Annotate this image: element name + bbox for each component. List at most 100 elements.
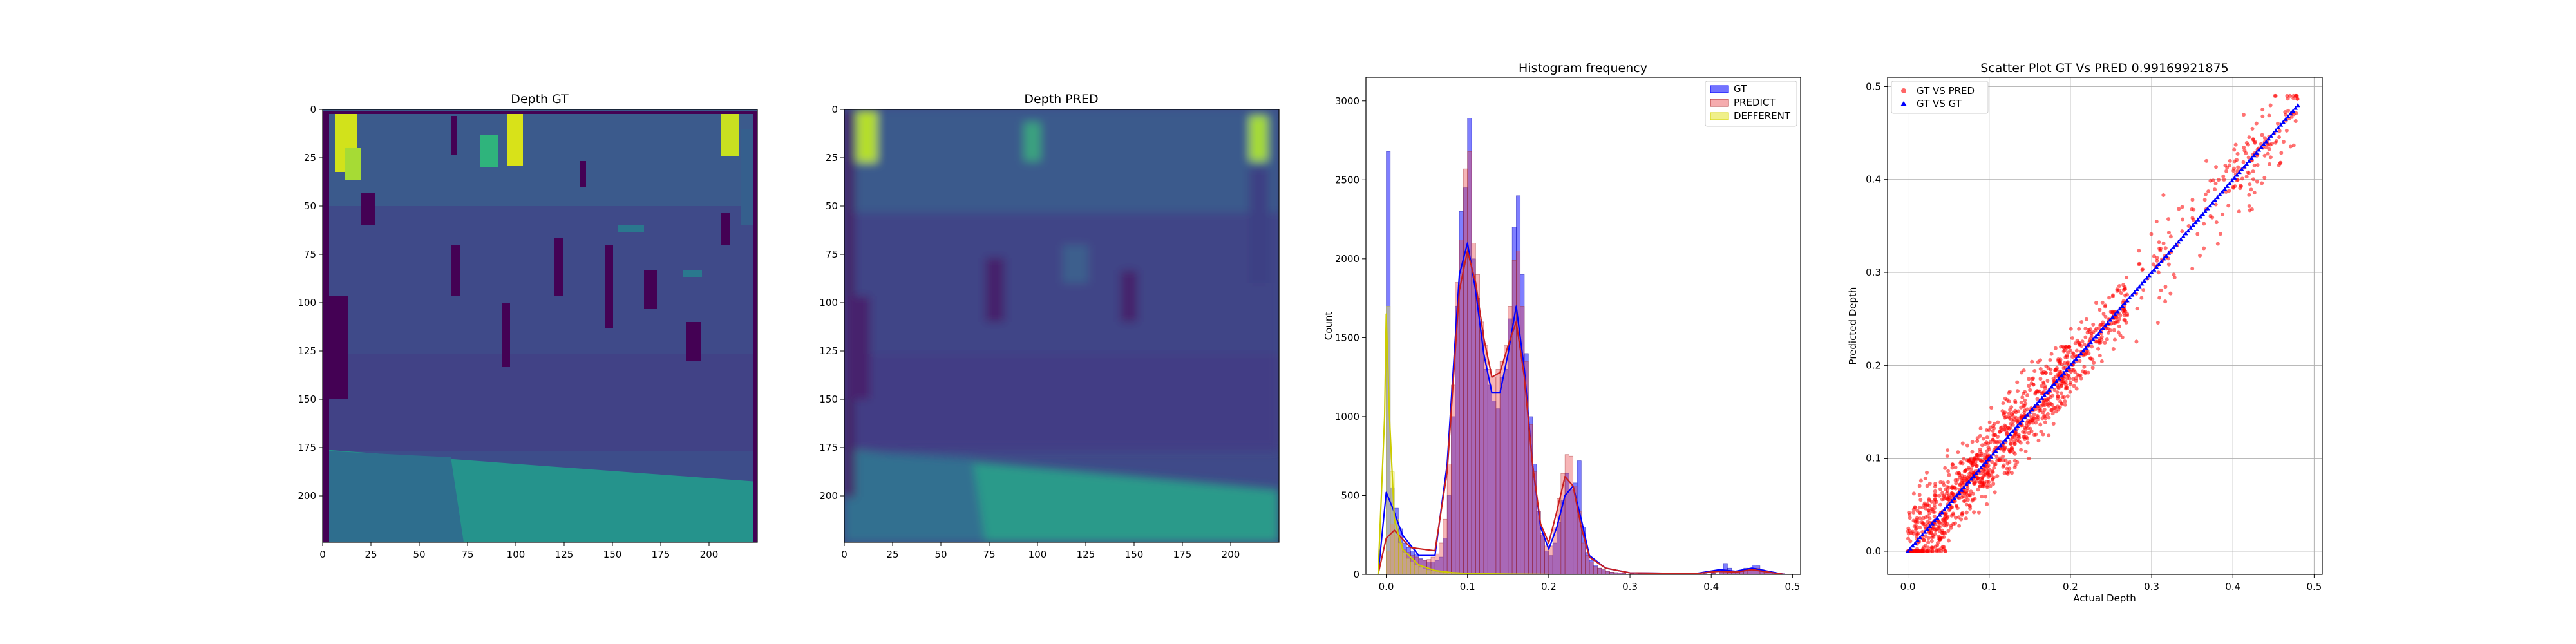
scatter-point-gt-vs-pred <box>2037 389 2041 393</box>
scatter-point-gt-vs-pred <box>2107 296 2112 300</box>
scatter-point-gt-vs-pred <box>2195 232 2200 236</box>
scatter-point-gt-vs-pred <box>2291 143 2296 147</box>
scatter-point-gt-vs-pred <box>1965 467 1969 471</box>
scatter-point-gt-vs-gt <box>2227 181 2232 185</box>
histogram-legend: GT PREDICT DEFFERENT <box>1705 80 1797 127</box>
scatter-point-gt-vs-pred <box>2112 337 2117 342</box>
scatter-point-gt-vs-gt <box>1929 521 1935 526</box>
scatter-point-gt-vs-pred <box>2190 198 2195 202</box>
scatter-point-gt-vs-pred <box>2123 309 2128 314</box>
scatter-point-gt-vs-gt <box>1927 524 1933 528</box>
scatter-point-gt-vs-pred <box>2137 249 2141 253</box>
scatter-ylabel: Predicted Depth <box>1847 287 1859 365</box>
scatter-point-gt-vs-pred <box>1946 448 1950 453</box>
scatter-point-gt-vs-gt <box>2244 161 2249 166</box>
scatter-point-gt-vs-pred <box>1937 547 1941 552</box>
scatter-point-gt-vs-pred <box>2214 165 2219 169</box>
scatter-point-gt-vs-pred <box>2028 426 2032 431</box>
scatter-point-gt-vs-pred <box>1981 437 1985 441</box>
scatter-point-gt-vs-pred <box>2235 178 2240 182</box>
scatter-point-gt-vs-gt <box>2269 133 2274 138</box>
scatter-panel: Scatter Plot GT Vs PRED 0.99169921875 0.… <box>1847 61 2323 604</box>
x-tick-label: 25 <box>886 549 898 560</box>
scatter-point-gt-vs-gt <box>1932 518 1937 523</box>
x-tick-label: 100 <box>1028 549 1047 560</box>
scatter-point-gt-vs-pred <box>2022 410 2027 415</box>
scatter-point-gt-vs-pred <box>1964 477 1969 481</box>
scatter-point-gt-vs-gt <box>2276 125 2281 129</box>
scatter-point-gt-vs-gt <box>2015 423 2020 428</box>
histogram-bar <box>1414 564 1419 574</box>
scatter-point-gt-vs-pred <box>2040 403 2044 408</box>
scatter-point-gt-vs-pred <box>2204 158 2209 163</box>
scatter-point-gt-vs-gt <box>2096 331 2101 336</box>
scatter-point-gt-vs-pred <box>1931 535 1936 539</box>
scatter-point-gt-vs-pred <box>1978 433 1982 438</box>
scatter-point-gt-vs-gt <box>2078 351 2083 355</box>
scatter-point-gt-vs-pred <box>2244 175 2249 179</box>
scatter-point-gt-vs-pred <box>1933 489 1937 493</box>
scatter-point-gt-vs-gt <box>2249 156 2254 160</box>
scatter-point-gt-vs-pred <box>2015 380 2020 384</box>
x-tick-label: 0.1 <box>1460 581 1475 592</box>
scatter-point-gt-vs-pred <box>2094 327 2099 331</box>
scatter-point-gt-vs-pred <box>1921 516 1926 520</box>
depth-pred-panel: Depth PRED 0 25 50 75 100 125 1 <box>819 92 1280 560</box>
scatter-point-gt-vs-pred <box>2003 459 2008 463</box>
scatter-point-gt-vs-pred <box>2155 256 2159 260</box>
scatter-point-gt-vs-gt <box>2037 398 2042 403</box>
scatter-point-gt-vs-pred <box>2283 109 2287 114</box>
scatter-point-gt-vs-pred <box>2166 217 2171 222</box>
scatter-point-gt-vs-pred <box>1926 508 1931 513</box>
scatter-point-gt-vs-pred <box>2059 384 2063 388</box>
scatter-point-gt-vs-pred <box>1976 510 1981 515</box>
scatter-point-gt-vs-pred <box>2099 335 2104 339</box>
scatter-point-gt-vs-pred <box>1952 492 1956 497</box>
scatter-point-gt-vs-pred <box>1908 539 1913 544</box>
scatter-point-gt-vs-gt <box>2088 339 2093 345</box>
depth-gt-axes: 0 25 50 75 100 125 150 175 200 0 25 50 75 100 125 150 1… <box>298 104 758 560</box>
scatter-point-gt-vs-pred <box>1924 534 1928 538</box>
scatter-point-gt-vs-gt <box>1906 549 1911 553</box>
scatter-point-gt-vs-gt <box>2034 401 2040 406</box>
scatter-point-gt-vs-gt <box>2074 356 2079 361</box>
scatter-point-gt-vs-gt <box>1947 501 1952 506</box>
scatter-point-gt-vs-gt <box>2125 298 2130 303</box>
scatter-point-gt-vs-pred <box>1998 430 2002 434</box>
histogram-bar <box>1434 571 1439 574</box>
scatter-point-gt-vs-pred <box>1975 464 1979 468</box>
scatter-point-gt-vs-gt <box>2130 292 2135 297</box>
scatter-point-gt-vs-pred <box>1955 471 1959 476</box>
y-tick-label: 500 <box>1341 489 1359 501</box>
y-tick-label: 0.4 <box>1866 174 1881 185</box>
x-tick-label: 0.5 <box>2306 581 2322 592</box>
scatter-point-gt-vs-gt <box>1920 532 1925 536</box>
depth-pred-y-ticks: 0 25 50 75 100 125 150 175 200 <box>819 104 844 502</box>
scatter-point-gt-vs-pred <box>2012 466 2017 470</box>
scatter-point-gt-vs-pred <box>2252 191 2257 195</box>
scatter-point-gt-vs-pred <box>2022 425 2027 430</box>
scatter-point-gt-vs-gt <box>2020 417 2025 422</box>
histogram-bar <box>1406 558 1411 574</box>
scatter-legend: GT VS PRED GT VS GT <box>1891 80 1989 114</box>
scatter-point-gt-vs-pred <box>1943 487 1947 491</box>
scatter-point-gt-vs-gt <box>1913 540 1918 545</box>
scatter-point-gt-vs-pred <box>2043 384 2047 389</box>
scatter-point-gt-vs-pred <box>2046 366 2050 370</box>
scatter-point-gt-vs-pred <box>2025 440 2030 445</box>
scatter-point-gt-vs-pred <box>2018 415 2022 420</box>
histogram-bar <box>1451 384 1456 574</box>
scatter-point-gt-vs-pred <box>1991 437 1995 442</box>
scatter-point-gt-vs-pred <box>1987 420 1992 424</box>
scatter-point-gt-vs-pred <box>2242 148 2247 153</box>
scatter-point-gt-vs-pred <box>2155 258 2159 263</box>
scatter-point-gt-vs-pred <box>1991 477 1995 481</box>
scatter-point-gt-vs-pred <box>1993 433 1997 437</box>
scatter-point-gt-vs-gt <box>1951 496 1956 500</box>
scatter-point-gt-vs-pred <box>2050 412 2055 416</box>
depth-gt-title: Depth GT <box>511 92 569 106</box>
scatter-point-gt-vs-pred <box>2154 219 2159 223</box>
scatter-point-gt-vs-gt <box>2212 197 2217 202</box>
scatter-point-gt-vs-pred <box>2020 370 2024 375</box>
scatter-point-gt-vs-pred <box>2058 405 2062 410</box>
